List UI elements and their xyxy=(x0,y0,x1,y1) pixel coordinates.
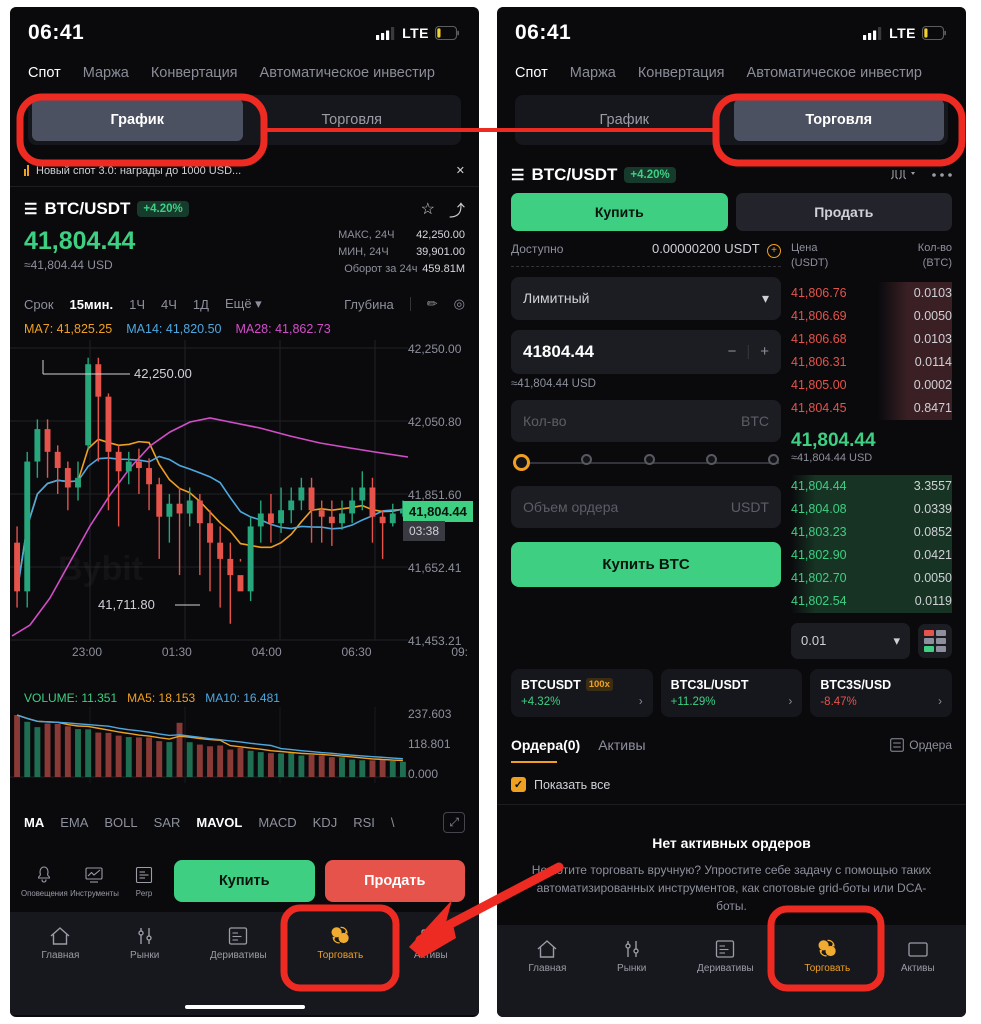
svg-text:Bybit: Bybit xyxy=(58,550,143,588)
svg-text:42,250.00: 42,250.00 xyxy=(134,366,192,381)
svg-text:41,711.80: 41,711.80 xyxy=(98,597,155,612)
